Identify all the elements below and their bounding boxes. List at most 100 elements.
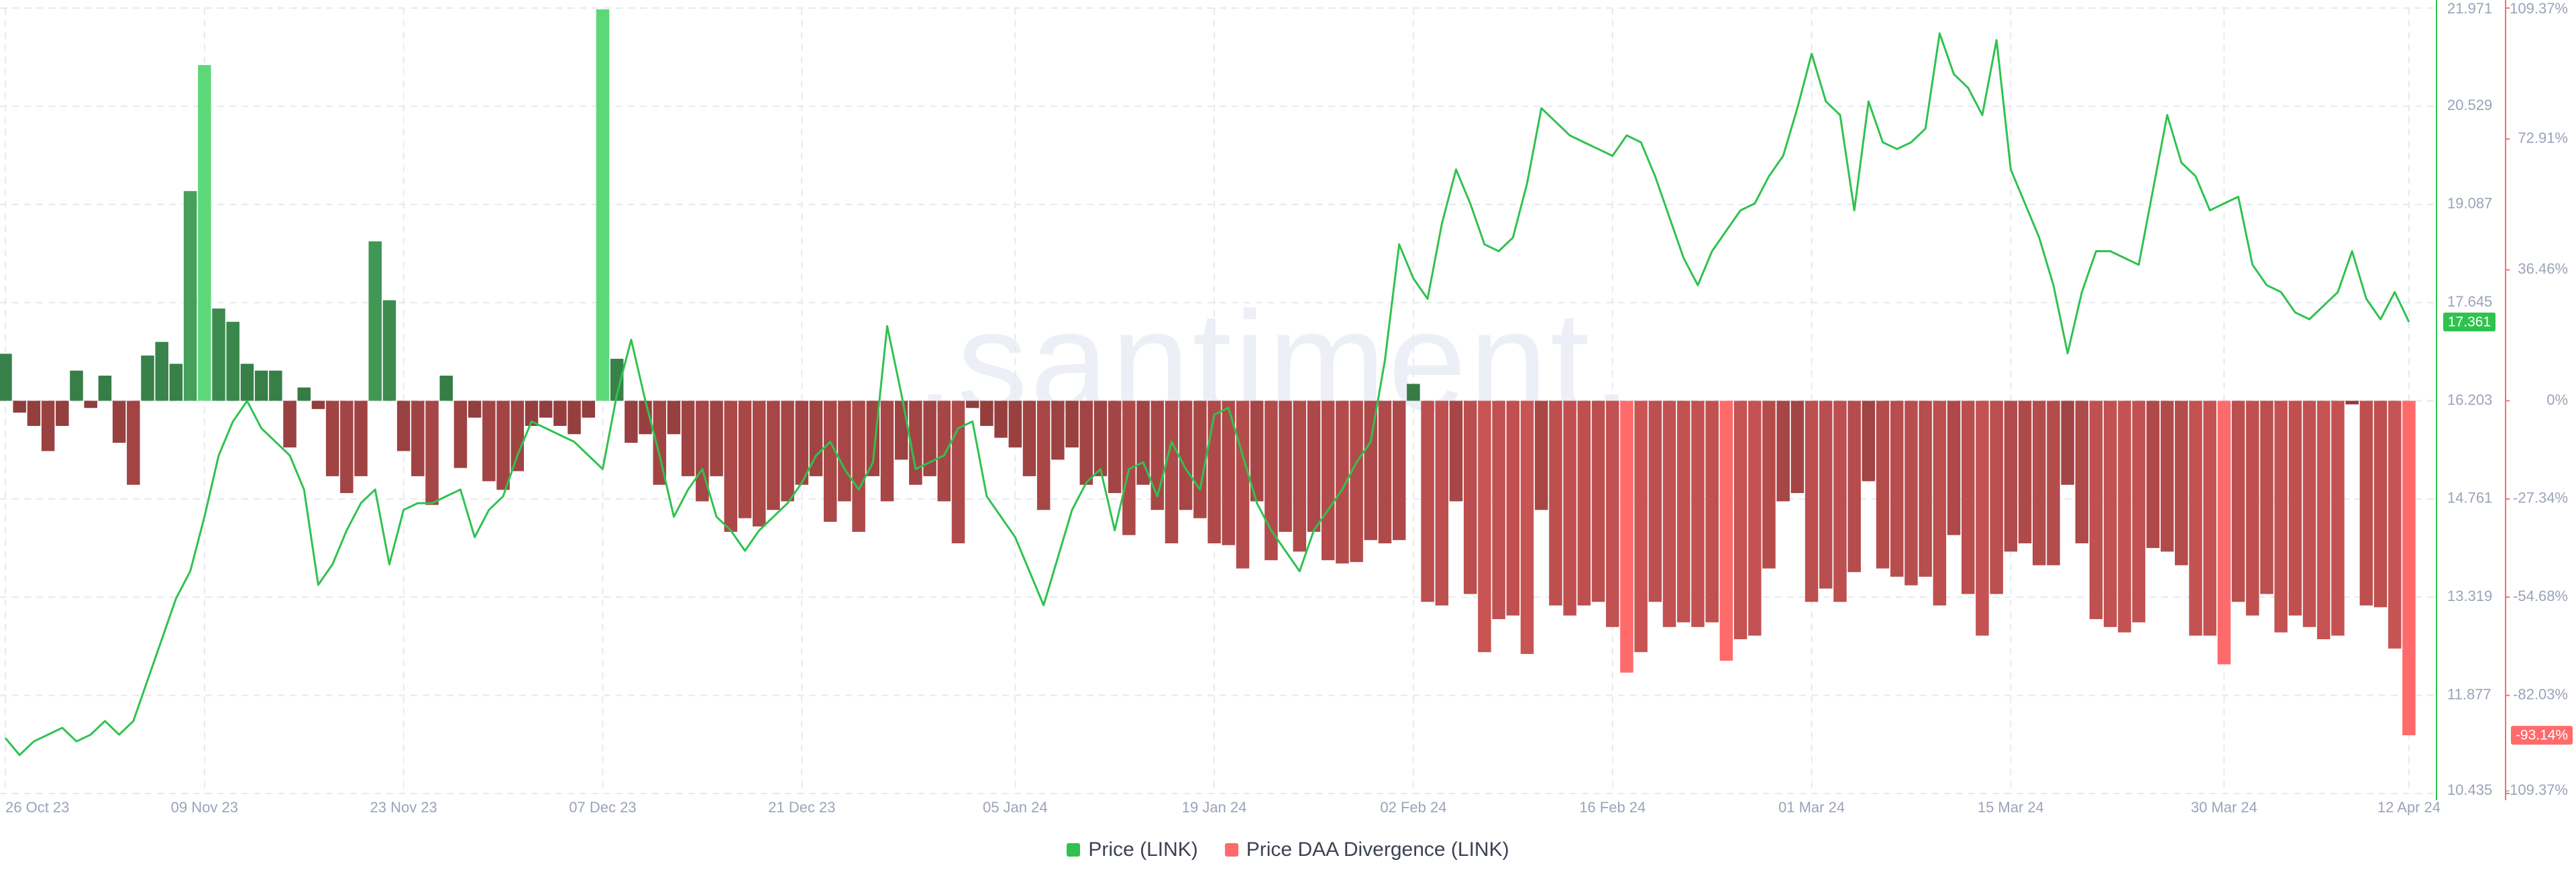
bar (382, 300, 396, 401)
bar (752, 400, 766, 527)
bar (894, 400, 908, 460)
bar (1407, 384, 1420, 401)
bar (1108, 400, 1122, 494)
bar (2402, 400, 2416, 736)
bar (568, 400, 581, 435)
bar (297, 387, 311, 401)
bar (198, 64, 211, 401)
bar (1506, 400, 1520, 616)
bar (1208, 400, 1221, 544)
bar (13, 400, 26, 413)
bar (852, 400, 865, 532)
x-tick-label: 02 Feb 24 (1380, 799, 1446, 816)
bar (1919, 400, 1932, 577)
bar (1605, 400, 1619, 627)
bar (439, 376, 453, 401)
bar (1705, 400, 1719, 622)
bar (1293, 400, 1307, 552)
bar (1364, 400, 1378, 541)
legend-swatch (1067, 843, 1081, 857)
bar (70, 370, 83, 401)
x-tick-label: 05 Jan 24 (983, 799, 1048, 816)
bar (767, 400, 780, 510)
bar (639, 400, 652, 435)
x-tick-label: 12 Apr 24 (2377, 799, 2440, 816)
bar (141, 356, 154, 401)
bar (311, 400, 325, 409)
bar (2146, 400, 2160, 548)
bar (696, 400, 709, 502)
bar (112, 400, 126, 443)
x-tick-label: 21 Dec 23 (768, 799, 835, 816)
bar (1435, 400, 1449, 606)
y2-tick-label: 72.91% (2518, 129, 2568, 146)
bar (27, 400, 41, 426)
bar (2189, 400, 2202, 636)
y-tick-label: 16.203 (2447, 391, 2492, 408)
bar (2033, 400, 2046, 565)
bar (240, 364, 254, 401)
bar (951, 400, 965, 544)
bar (1620, 400, 1633, 673)
bar (482, 400, 496, 482)
bar (1392, 400, 1406, 541)
y2-tick-label: 109.37% (2510, 0, 2568, 17)
y-tick-label: 21.971 (2447, 0, 2492, 17)
bar (1876, 400, 1890, 569)
bar (2302, 400, 2316, 627)
bar (2004, 400, 2018, 552)
bar (2118, 400, 2131, 633)
y2-tick-label: -109.37% (2505, 781, 2568, 798)
bar (2359, 400, 2373, 606)
bar (269, 370, 282, 401)
chart: .santiment. 21.97120.52919.08717.64516.2… (0, 0, 2573, 816)
bar (1279, 400, 1292, 532)
bar (1976, 400, 1989, 636)
bar (468, 400, 482, 418)
bar (1933, 400, 1947, 606)
bar (2388, 400, 2402, 649)
x-tick-label: 23 Nov 23 (370, 799, 437, 816)
bar (2203, 400, 2216, 636)
bar (1577, 400, 1591, 606)
bar (511, 400, 524, 472)
bar (1676, 400, 1690, 622)
bar (2061, 400, 2074, 485)
bar (1904, 400, 1918, 586)
bar (169, 364, 183, 401)
bar (1022, 400, 1036, 476)
bar (1492, 400, 1505, 619)
bar (809, 400, 823, 476)
bar (1549, 400, 1562, 606)
bar (2217, 400, 2231, 665)
bar (1179, 400, 1193, 510)
bar (1449, 400, 1463, 502)
bar (1008, 400, 1022, 448)
bar (795, 400, 809, 485)
legend-item[interactable]: Price (LINK) (1067, 838, 1198, 861)
bar (1691, 400, 1705, 627)
bar (1222, 400, 1236, 545)
bar (368, 241, 382, 401)
bar (1534, 400, 1548, 510)
bar (41, 400, 55, 451)
bar (1463, 400, 1477, 594)
bar (226, 321, 239, 401)
bar (0, 353, 12, 401)
price-line (4, 32, 2410, 757)
bar (1036, 400, 1051, 510)
legend-item[interactable]: Price DAA Divergence (LINK) (1224, 838, 1509, 861)
legend-label: Price DAA Divergence (LINK) (1246, 838, 1509, 861)
bar (1093, 400, 1108, 476)
bar (1847, 400, 1861, 572)
bar (354, 400, 368, 476)
bar (1563, 400, 1576, 616)
bar (1236, 400, 1250, 569)
bar (1833, 400, 1847, 602)
bar (2089, 400, 2103, 619)
bar (1790, 400, 1805, 494)
bar (994, 400, 1008, 438)
bar (1165, 400, 1179, 544)
bar (2075, 400, 2089, 544)
bar (2231, 400, 2245, 602)
